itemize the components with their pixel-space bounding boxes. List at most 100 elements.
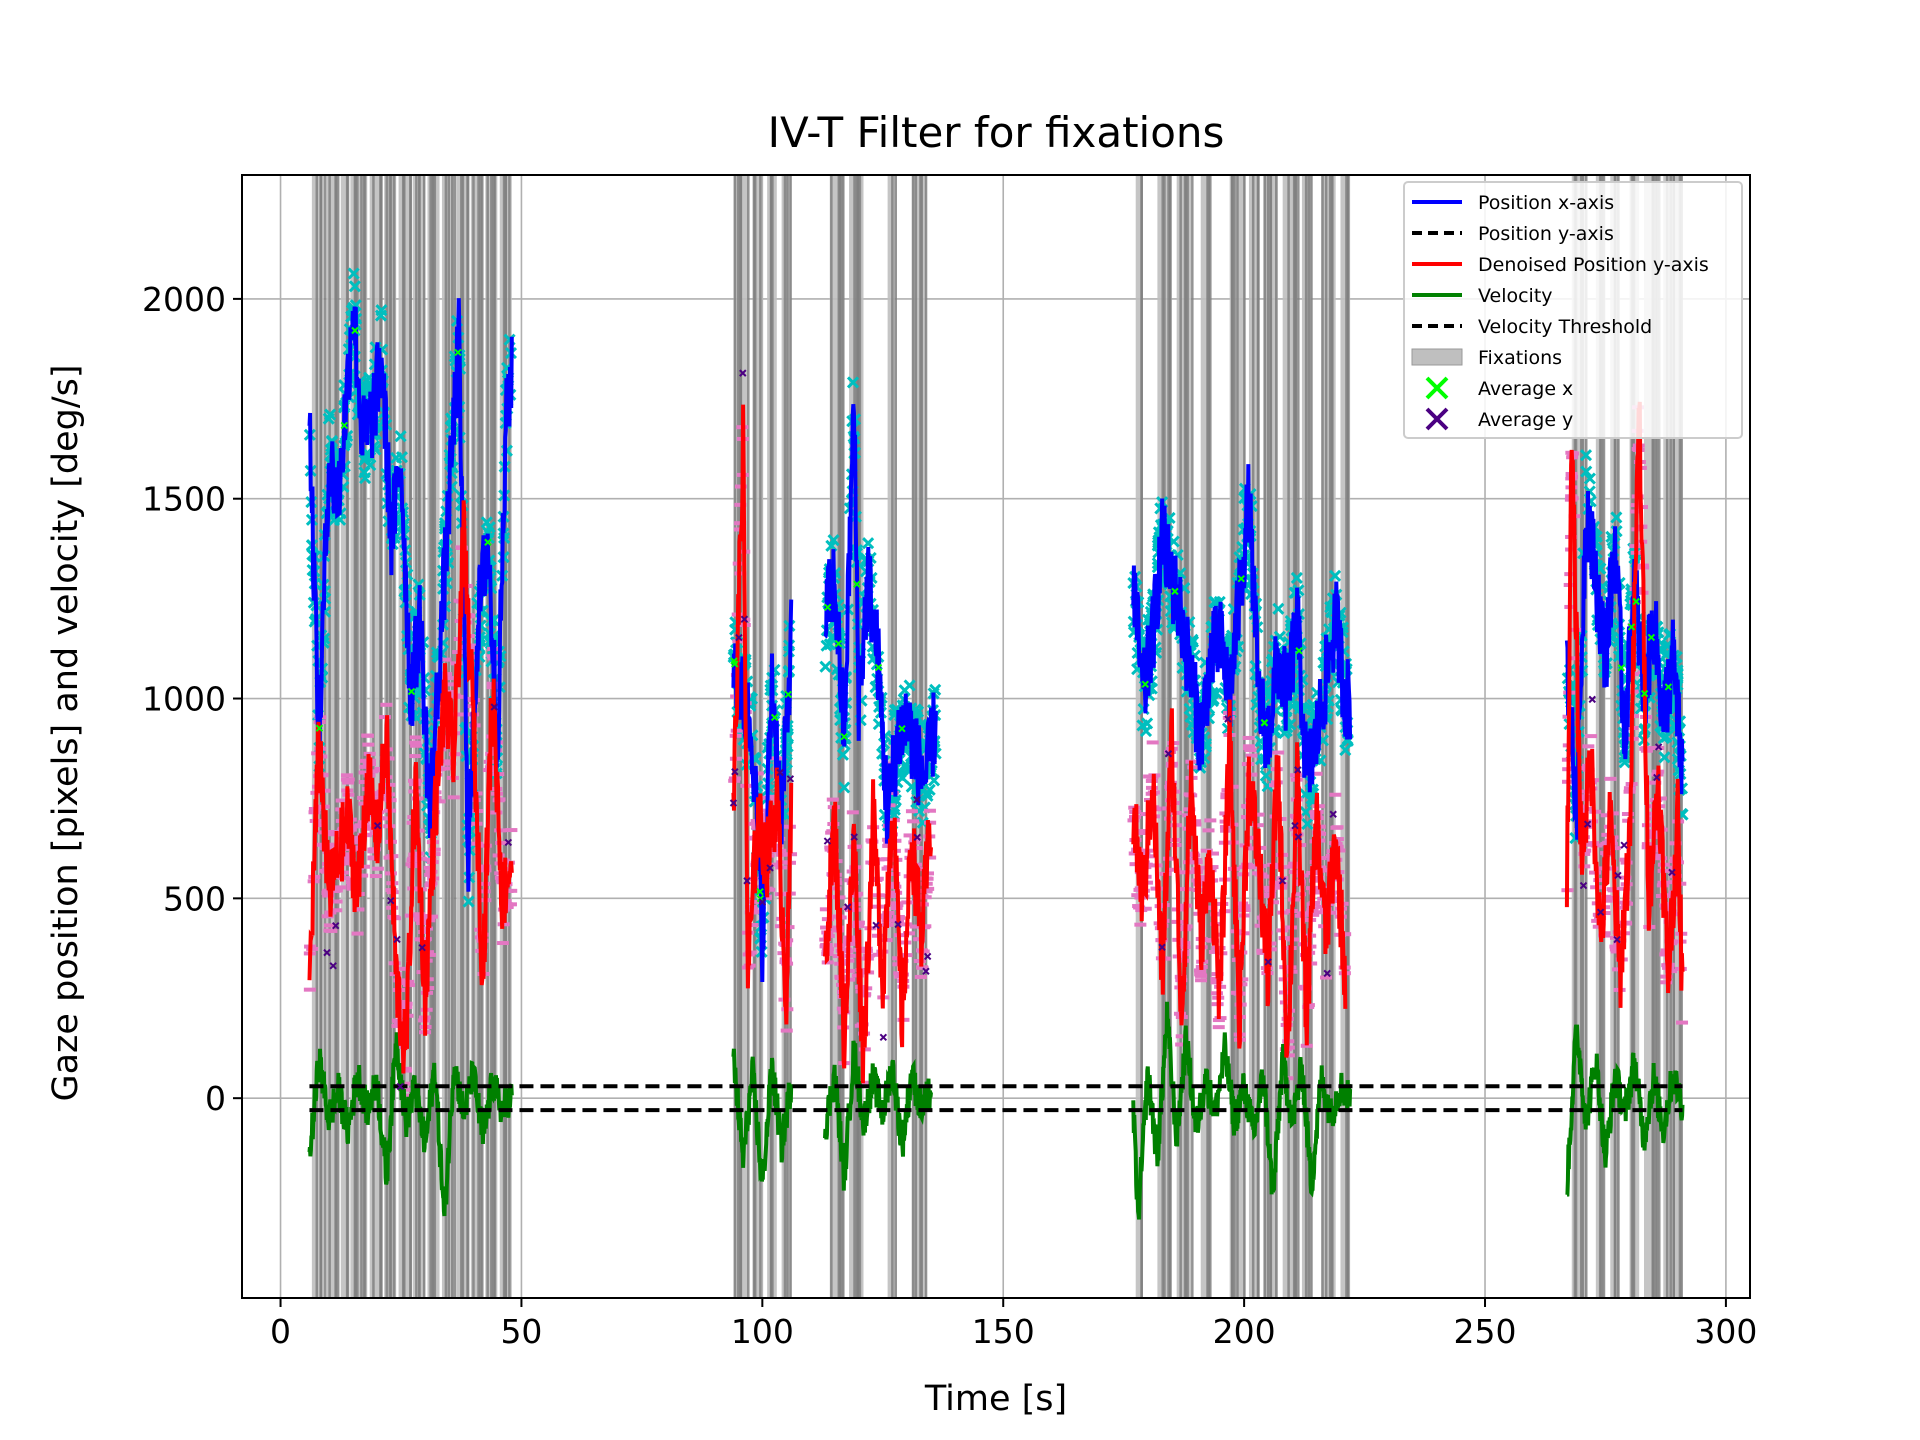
raw-y-marker xyxy=(748,821,761,826)
raw-x-marker xyxy=(913,804,926,817)
legend-marker-key xyxy=(1425,407,1449,431)
raw-x-marker xyxy=(1658,751,1671,764)
fixation-stripe xyxy=(1184,175,1188,1298)
raw-x-marker xyxy=(1141,717,1154,730)
raw-x-marker xyxy=(480,516,493,529)
fixation-stripe xyxy=(1672,175,1676,1298)
legend-label: Position x-axis xyxy=(1478,192,1614,214)
y-tick-label: 1000 xyxy=(142,680,226,719)
average-y-marker xyxy=(1294,833,1303,841)
average-x-marker xyxy=(484,538,492,546)
raw-y-marker xyxy=(1139,906,1152,911)
average-y-marker xyxy=(1291,821,1299,830)
raw-y-marker xyxy=(354,823,367,828)
raw-y-marker xyxy=(505,888,518,893)
fixation-stripe xyxy=(508,175,511,1298)
raw-y-marker xyxy=(1242,735,1255,740)
fixation-stripe xyxy=(1632,175,1636,1298)
raw-y-marker xyxy=(496,941,509,946)
fixation-stripe xyxy=(334,175,337,1298)
average-y-marker xyxy=(843,903,852,911)
denoised-y-line xyxy=(823,779,933,1084)
fixation-stripe xyxy=(388,175,392,1298)
raw-y-marker xyxy=(367,856,380,861)
raw-x-marker xyxy=(374,309,388,322)
average-y-marker xyxy=(1614,871,1622,880)
raw-y-marker xyxy=(335,798,348,803)
raw-y-marker xyxy=(1128,805,1141,810)
raw-y-marker xyxy=(423,952,436,957)
raw-y-marker xyxy=(1212,1025,1225,1030)
fixation-stripe xyxy=(389,175,393,1298)
raw-y-marker xyxy=(490,810,503,815)
raw-x-marker xyxy=(462,895,475,908)
raw-x-marker xyxy=(1580,465,1593,478)
raw-y-marker xyxy=(1649,853,1662,858)
average-y-marker xyxy=(504,838,513,847)
raw-x-marker xyxy=(347,267,360,280)
fixation-span xyxy=(1135,175,1143,1298)
raw-x-marker xyxy=(928,774,941,787)
average-y-marker xyxy=(1620,841,1628,849)
raw-x-marker xyxy=(921,786,934,799)
x-tick-label: 200 xyxy=(1213,1312,1276,1351)
raw-y-marker xyxy=(369,874,382,879)
average-y-marker xyxy=(490,703,498,711)
fixation-stripe xyxy=(853,175,856,1298)
raw-y-marker xyxy=(1307,912,1320,917)
raw-y-marker xyxy=(391,1023,404,1028)
average-x-marker xyxy=(853,580,861,588)
raw-x-marker xyxy=(1329,569,1342,582)
average-y-marker xyxy=(740,615,749,623)
fixation-stripe xyxy=(1613,175,1617,1298)
raw-x-marker xyxy=(1583,472,1596,485)
raw-y-marker xyxy=(303,987,316,992)
average-x-marker xyxy=(1647,633,1656,642)
raw-x-marker xyxy=(390,451,403,465)
legend-label: Average y xyxy=(1478,409,1573,431)
velocity-line xyxy=(1565,1024,1685,1197)
raw-y-marker xyxy=(1243,744,1256,749)
fixation-span xyxy=(752,175,763,1298)
raw-y-marker xyxy=(362,742,375,747)
average-x-marker xyxy=(770,713,779,722)
average-y-marker xyxy=(1323,969,1331,978)
raw-y-marker xyxy=(443,766,456,771)
raw-y-marker xyxy=(1175,1034,1188,1039)
average-y-marker xyxy=(766,864,774,872)
denoised-y-line xyxy=(731,404,794,1025)
raw-y-marker xyxy=(342,777,355,782)
raw-y-marker xyxy=(1256,950,1269,955)
raw-y-marker xyxy=(1252,812,1265,817)
raw-y-marker xyxy=(1128,851,1141,856)
legend-box xyxy=(1403,181,1743,439)
raw-y-marker xyxy=(923,808,936,813)
raw-y-marker xyxy=(358,770,371,775)
raw-y-marker xyxy=(907,819,920,824)
raw-y-marker xyxy=(1245,772,1258,777)
average-x-marker xyxy=(823,603,832,612)
raw-x-marker xyxy=(1610,511,1623,524)
average-x-marker xyxy=(898,724,906,733)
denoised-y-line xyxy=(1131,699,1348,1058)
fixation-stripe xyxy=(1658,175,1661,1298)
average-x-marker xyxy=(1295,647,1303,655)
raw-y-marker xyxy=(1649,780,1662,785)
average-x-marker xyxy=(454,348,462,357)
raw-y-marker xyxy=(330,888,343,893)
x-tick-label: 300 xyxy=(1694,1312,1757,1351)
average-y-marker xyxy=(739,369,747,377)
average-y-marker xyxy=(731,768,739,776)
raw-y-marker xyxy=(323,923,336,928)
y-tick-label: 0 xyxy=(205,1079,226,1118)
raw-y-marker xyxy=(852,920,865,925)
y-tick-label: 2000 xyxy=(142,280,226,319)
velocity-line xyxy=(1131,1001,1353,1220)
raw-y-marker xyxy=(746,922,759,927)
fixation-stripe xyxy=(1331,175,1334,1298)
fixation-stripe xyxy=(1167,175,1170,1298)
raw-y-marker xyxy=(914,974,927,979)
raw-y-marker xyxy=(905,809,918,814)
raw-y-marker xyxy=(444,761,457,766)
plot-area: 0 50 100 150 200 250 300 0 500 1000 1500 2000 xyxy=(142,174,1757,1351)
